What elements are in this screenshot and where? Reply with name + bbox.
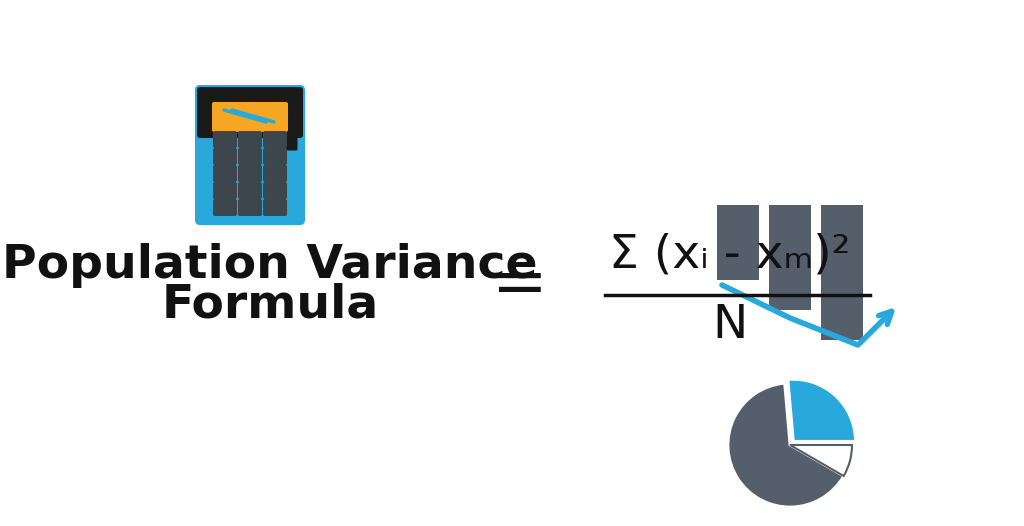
Text: N: N: [713, 302, 748, 348]
FancyBboxPatch shape: [263, 165, 287, 182]
FancyBboxPatch shape: [238, 148, 262, 165]
FancyBboxPatch shape: [197, 87, 303, 138]
FancyBboxPatch shape: [238, 165, 262, 182]
FancyBboxPatch shape: [263, 131, 287, 148]
FancyBboxPatch shape: [213, 131, 237, 148]
Wedge shape: [788, 379, 855, 441]
FancyBboxPatch shape: [212, 102, 288, 132]
FancyBboxPatch shape: [263, 148, 287, 165]
FancyBboxPatch shape: [263, 199, 287, 216]
FancyBboxPatch shape: [279, 137, 298, 150]
Bar: [821, 205, 863, 340]
FancyBboxPatch shape: [213, 199, 237, 216]
FancyBboxPatch shape: [213, 148, 237, 165]
Wedge shape: [728, 383, 844, 507]
Bar: [717, 205, 759, 280]
FancyBboxPatch shape: [238, 131, 262, 148]
FancyBboxPatch shape: [238, 199, 262, 216]
FancyBboxPatch shape: [238, 182, 262, 199]
FancyBboxPatch shape: [213, 182, 237, 199]
FancyBboxPatch shape: [195, 85, 305, 225]
Wedge shape: [790, 445, 852, 476]
Text: =: =: [493, 252, 548, 318]
Text: Formula: Formula: [162, 282, 379, 328]
Text: Σ (xᵢ - xₘ)²: Σ (xᵢ - xₘ)²: [609, 232, 851, 278]
FancyBboxPatch shape: [263, 182, 287, 199]
Bar: [769, 205, 811, 310]
Text: Population Variance: Population Variance: [2, 242, 538, 288]
FancyBboxPatch shape: [213, 165, 237, 182]
